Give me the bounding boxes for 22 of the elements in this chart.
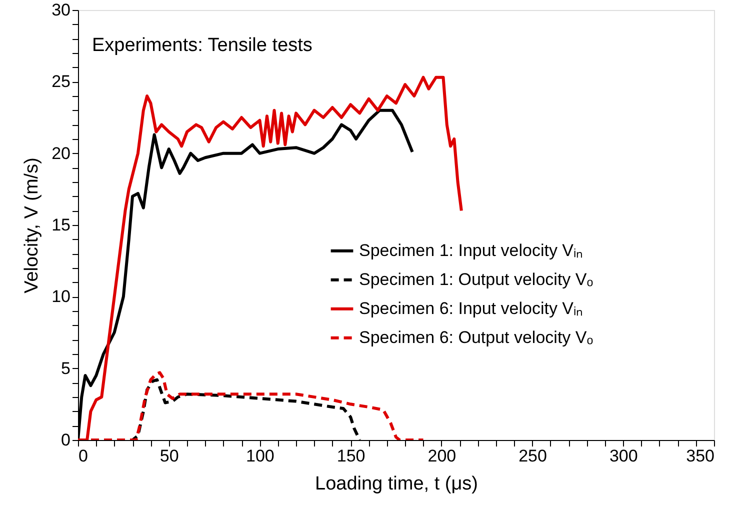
legend-label: Specimen 1: Output velocity Vₒ xyxy=(359,270,594,289)
y-tick-label: 5 xyxy=(61,358,70,378)
x-tick-label: 250 xyxy=(518,446,547,466)
x-tick-label: 350 xyxy=(686,446,714,466)
legend-label: Specimen 6: Output velocity Vₒ xyxy=(359,328,594,347)
y-tick-label: 30 xyxy=(52,0,70,20)
y-axis-title: Velocity, V (m/s) xyxy=(22,158,43,294)
x-tick-label: 200 xyxy=(428,446,456,466)
annotation: Experiments: Tensile tests xyxy=(92,35,312,56)
x-tick-label: 50 xyxy=(160,446,179,466)
x-tick-label: 300 xyxy=(609,446,638,466)
y-tick-label: 20 xyxy=(52,144,70,163)
y-tick-label: 25 xyxy=(52,72,70,92)
x-axis-title: Loading time, t (μs) xyxy=(314,474,478,494)
x-tick-label: 0 xyxy=(78,446,88,466)
y-tick-label: 0 xyxy=(61,430,70,450)
x-tick-label: 100 xyxy=(246,446,274,466)
x-tick-label: 150 xyxy=(336,446,366,466)
legend-label: Specimen 1: Input velocity Vᵢₙ xyxy=(359,240,584,260)
legend-label: Specimen 6: Input velocity Vᵢₙ xyxy=(359,298,584,318)
y-tick-label: 15 xyxy=(52,216,70,234)
y-tick-label: 10 xyxy=(52,287,70,306)
